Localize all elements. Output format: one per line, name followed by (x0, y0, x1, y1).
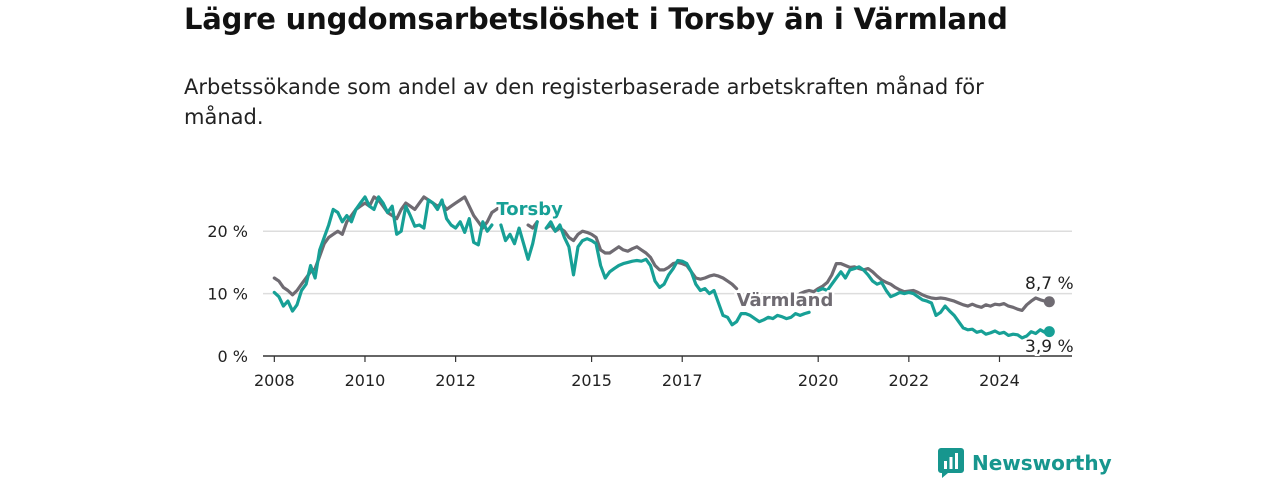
chart-subtitle: Arbetssökande som andel av den registerb… (184, 75, 984, 129)
x-tick-label: 2024 (979, 371, 1020, 390)
x-tick-label: 2020 (798, 371, 839, 390)
y-tick-label: 20 % (207, 222, 248, 241)
brand-logo: Newsworthy (938, 448, 1112, 478)
brand-name: Newsworthy (972, 451, 1112, 475)
series-label-torsby: Torsby (496, 199, 563, 220)
y-tick-label: 10 % (207, 285, 248, 304)
line-chart: 0 % 10 % 20 % 2008 2010 2012 2015 2017 2020 2022 2… (207, 195, 1076, 390)
chart-title: Lägre ungdomsarbetslöshet i Torsby än i … (184, 2, 1008, 36)
series-line-torsby (272, 195, 494, 313)
end-label-torsby: 3,9 % (1025, 337, 1074, 357)
series-line-varmland (798, 262, 1051, 312)
series-label-varmland: Värmland (737, 290, 834, 311)
end-point-torsby (1043, 326, 1055, 338)
series-line-torsby (544, 220, 811, 327)
x-tick-label: 2017 (662, 371, 703, 390)
x-tick-label: 2015 (571, 371, 612, 390)
end-label-varmland: 8,7 % (1025, 274, 1074, 294)
y-tick-label: 0 % (218, 347, 248, 366)
x-tick-label: 2010 (345, 371, 386, 390)
newsworthy-icon (938, 448, 964, 478)
x-tick-label: 2012 (435, 371, 476, 390)
series-line-torsby (816, 265, 1051, 340)
x-tick-label: 2008 (254, 371, 295, 390)
x-tick-label: 2022 (888, 371, 929, 390)
series-line-torsby (499, 220, 539, 261)
series-line-varmland (544, 223, 739, 291)
end-point-varmland (1043, 296, 1055, 308)
